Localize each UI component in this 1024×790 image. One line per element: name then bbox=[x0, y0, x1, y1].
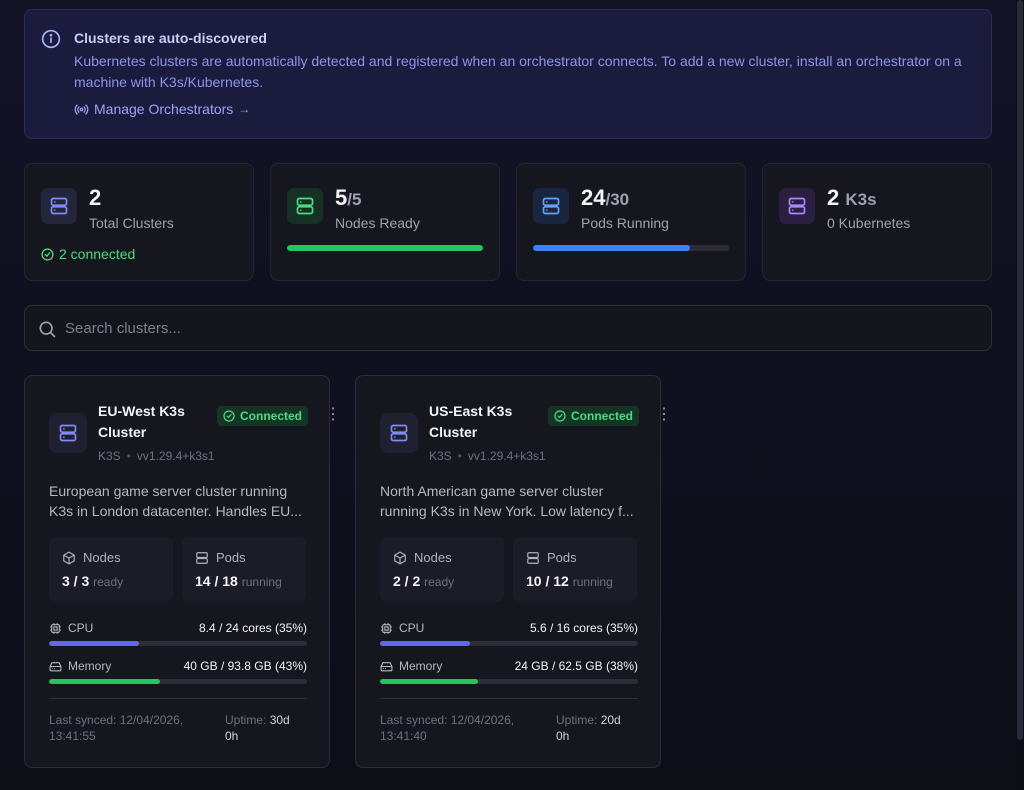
server-icon bbox=[49, 413, 87, 453]
cluster-meta: K3S • vv1.29.4+k3s1 bbox=[98, 449, 215, 463]
pods-summary: Pods 10 / 12 running bbox=[513, 537, 637, 601]
memory-bar bbox=[380, 679, 638, 684]
arrow-right-icon: → bbox=[238, 102, 251, 116]
banner-title: Clusters are auto-discovered bbox=[74, 30, 267, 46]
cluster-description: North American game server cluster runni… bbox=[380, 483, 634, 519]
auto-discovery-banner: Clusters are auto-discovered Kubernetes … bbox=[24, 9, 992, 139]
cube-icon bbox=[63, 551, 75, 564]
search-icon bbox=[39, 321, 56, 338]
server-icon bbox=[41, 188, 77, 224]
cluster-name[interactable]: EU-West K3s Cluster bbox=[98, 403, 185, 440]
cube-icon bbox=[394, 551, 406, 564]
cluster-description: European game server cluster running K3s… bbox=[49, 483, 302, 519]
cluster-card[interactable]: US-East K3s Cluster Connected ⋮ K3S • vv… bbox=[355, 375, 672, 768]
separator-dot: • bbox=[126, 449, 131, 463]
cluster-version: vv1.29.4+k3s1 bbox=[467, 449, 546, 463]
pods-value: 14 / 18 bbox=[195, 573, 238, 589]
nodes-summary: Nodes 3 / 3 ready bbox=[49, 537, 173, 601]
cpu-value: 5.6 / 16 cores (35%) bbox=[529, 621, 638, 635]
cluster-type: K3S bbox=[98, 449, 121, 463]
cluster-card[interactable]: EU-West K3s Cluster Connected ⋮ K3S • vv… bbox=[24, 375, 341, 768]
last-synced: Last synced: 12/04/2026, 13:41:40 bbox=[380, 713, 515, 743]
pods-unit: running bbox=[241, 575, 282, 589]
memory-value: 40 GB / 93.8 GB (43%) bbox=[183, 659, 307, 673]
nodes-value: 3 / 3 bbox=[62, 573, 90, 589]
cpu-value: 8.4 / 24 cores (35%) bbox=[198, 621, 307, 635]
stat-pods-running: 24/30 Pods Running bbox=[516, 163, 746, 281]
more-vertical-icon[interactable]: ⋮ bbox=[325, 406, 341, 423]
stat-label: Nodes Ready bbox=[335, 215, 420, 231]
uptime: Uptime: 30d 0h bbox=[225, 713, 290, 743]
chip-icon bbox=[50, 622, 61, 634]
manage-orchestrators-link[interactable]: Manage Orchestrators → bbox=[74, 101, 250, 117]
nodes-progress-fill bbox=[287, 245, 483, 251]
stat-label: Total Clusters bbox=[89, 215, 174, 231]
divider bbox=[49, 698, 307, 699]
check-circle-icon bbox=[554, 410, 566, 422]
info-icon bbox=[41, 29, 61, 49]
connected-count: 2 connected bbox=[41, 246, 135, 262]
cluster-type: K3S bbox=[429, 449, 452, 463]
nodes-progress-bar bbox=[287, 245, 483, 251]
check-circle-icon bbox=[223, 410, 235, 422]
last-synced: Last synced: 12/04/2026, 13:41:55 bbox=[49, 713, 184, 743]
hard-drive-icon bbox=[380, 661, 393, 671]
cpu-bar bbox=[380, 641, 638, 646]
nodes-summary: Nodes 2 / 2 ready bbox=[380, 537, 504, 601]
memory-usage: Memory 40 GB / 93.8 GB (43%) bbox=[49, 658, 307, 684]
scrollbar-thumb[interactable] bbox=[1017, 0, 1023, 740]
more-vertical-icon[interactable]: ⋮ bbox=[656, 406, 672, 423]
separator-dot: • bbox=[457, 449, 462, 463]
check-circle-icon bbox=[41, 247, 54, 261]
nodes-unit: ready bbox=[93, 575, 124, 589]
scrollbar[interactable] bbox=[1016, 0, 1024, 790]
cpu-usage: CPU 5.6 / 16 cores (35%) bbox=[380, 620, 638, 646]
memory-bar-fill bbox=[49, 679, 160, 684]
status-badge: Connected bbox=[217, 406, 309, 426]
stat-cluster-types: 2 K3s 0 Kubernetes bbox=[762, 163, 992, 281]
server-icon bbox=[779, 188, 815, 224]
server-icon bbox=[527, 551, 539, 564]
stat-value: 2 bbox=[89, 185, 102, 210]
server-icon bbox=[287, 188, 323, 224]
stat-value: 24/30 bbox=[581, 185, 630, 210]
broadcast-icon bbox=[74, 103, 89, 115]
pods-progress-bar bbox=[533, 245, 729, 251]
server-icon bbox=[380, 413, 418, 453]
cpu-bar bbox=[49, 641, 307, 646]
stat-total-clusters: 2 Total Clusters 2 connected bbox=[24, 163, 254, 281]
memory-usage: Memory 24 GB / 62.5 GB (38%) bbox=[380, 658, 638, 684]
server-icon bbox=[533, 188, 569, 224]
server-icon bbox=[196, 551, 208, 564]
cluster-name[interactable]: US-East K3s Cluster bbox=[429, 403, 513, 440]
pods-summary: Pods 14 / 18 running bbox=[182, 537, 306, 601]
uptime: Uptime: 20d 0h bbox=[556, 713, 621, 743]
status-badge: Connected bbox=[548, 406, 640, 426]
stat-value: 2 K3s bbox=[827, 185, 877, 210]
pods-progress-fill bbox=[533, 245, 690, 251]
pods-value: 10 / 12 bbox=[526, 573, 569, 589]
manage-orchestrators-label: Manage Orchestrators bbox=[94, 101, 234, 117]
nodes-unit: ready bbox=[424, 575, 455, 589]
chip-icon bbox=[381, 622, 392, 634]
stat-label: Pods Running bbox=[581, 215, 669, 231]
banner-text: Kubernetes clusters are automatically de… bbox=[74, 53, 962, 90]
search-bar bbox=[24, 305, 992, 351]
search-input[interactable] bbox=[65, 306, 985, 350]
divider bbox=[380, 698, 638, 699]
pods-unit: running bbox=[572, 575, 613, 589]
cluster-meta: K3S • vv1.29.4+k3s1 bbox=[429, 449, 546, 463]
cpu-bar-fill bbox=[49, 641, 140, 646]
cpu-usage: CPU 8.4 / 24 cores (35%) bbox=[49, 620, 307, 646]
memory-bar-fill bbox=[380, 679, 479, 684]
cpu-bar-fill bbox=[380, 641, 471, 646]
stat-value: 5/5 bbox=[335, 185, 362, 210]
stat-label: 0 Kubernetes bbox=[827, 215, 911, 231]
stat-nodes-ready: 5/5 Nodes Ready bbox=[270, 163, 500, 281]
cluster-version: vv1.29.4+k3s1 bbox=[136, 449, 215, 463]
nodes-value: 2 / 2 bbox=[393, 573, 421, 589]
memory-value: 24 GB / 62.5 GB (38%) bbox=[514, 659, 638, 673]
hard-drive-icon bbox=[49, 661, 62, 671]
memory-bar bbox=[49, 679, 307, 684]
